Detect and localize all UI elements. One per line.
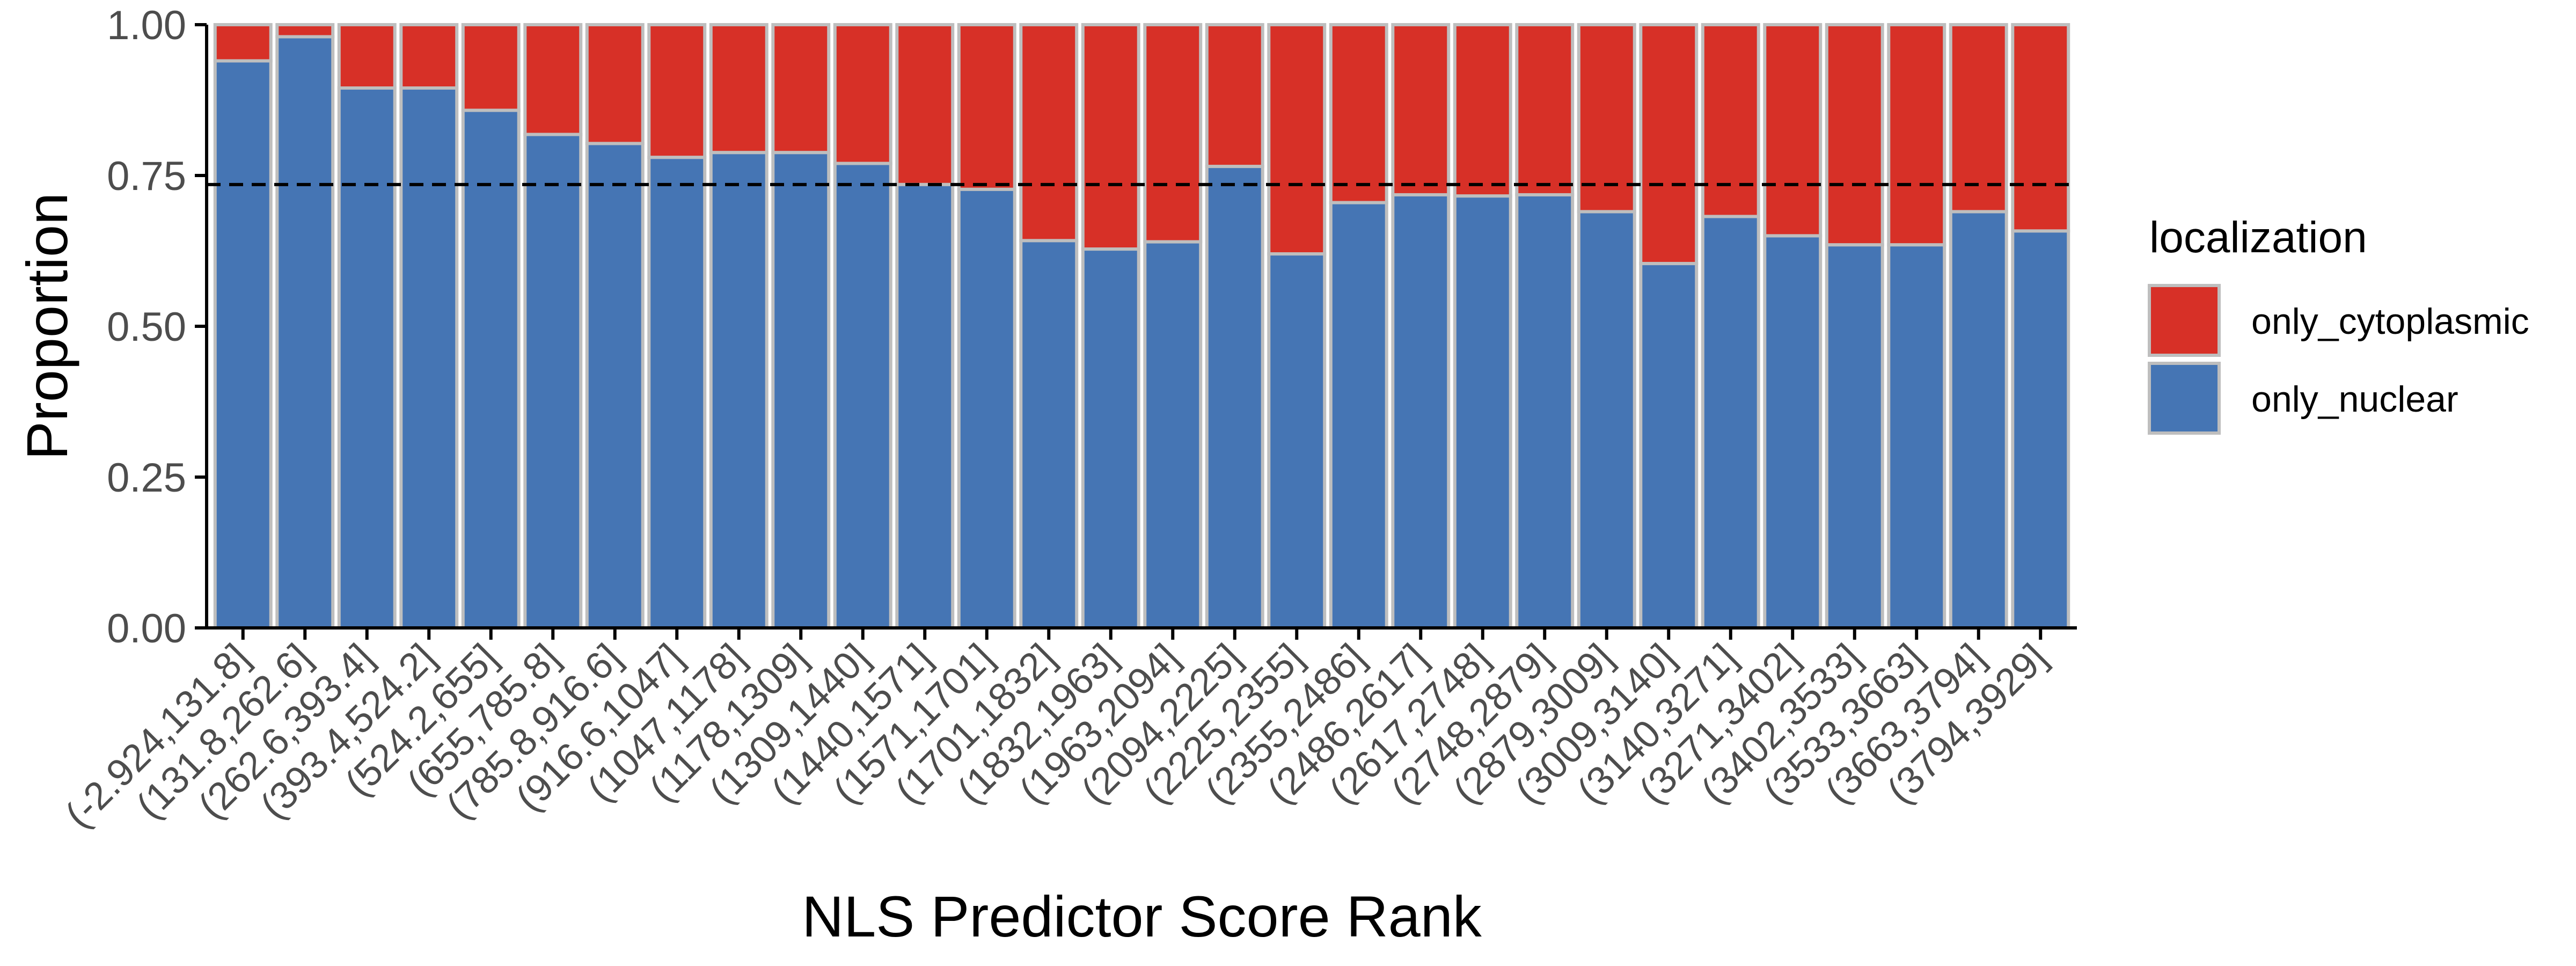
legend-label: only_nuclear <box>2251 379 2458 420</box>
bar-only-nuclear <box>647 156 707 630</box>
bar-only-nuclear <box>1949 210 2008 630</box>
y-tick-label: 0.75 <box>107 153 186 199</box>
bar-only-nuclear <box>1639 262 1699 630</box>
bar-only-nuclear <box>523 133 583 630</box>
bar-only-cytoplasmic <box>213 23 273 63</box>
bar-only-nuclear <box>1453 194 1512 630</box>
bar-only-cytoplasmic <box>833 23 892 165</box>
bar-only-cytoplasmic <box>771 23 831 155</box>
bar-only-nuclear <box>585 142 645 630</box>
bar-only-cytoplasmic <box>461 23 521 112</box>
bar-only-nuclear <box>1019 239 1079 630</box>
bar-only-cytoplasmic <box>957 23 1016 191</box>
bar-only-cytoplasmic <box>1763 23 1823 238</box>
x-axis-title: NLS Predictor Score Rank <box>802 884 1482 949</box>
legend-key-only-nuclear <box>2148 362 2221 435</box>
y-tick-label: 0.00 <box>107 606 186 652</box>
bar-only-nuclear <box>1267 252 1327 630</box>
bar-only-nuclear <box>771 151 831 630</box>
legend-key-only-cytoplasmic <box>2148 284 2221 357</box>
legend-label: only_cytoplasmic <box>2251 301 2529 342</box>
bar-only-cytoplasmic <box>647 23 707 159</box>
bar-only-cytoplasmic <box>1825 23 1884 247</box>
bar-only-nuclear <box>2011 229 2070 630</box>
legend: localization only_cytoplasmic only_nuclea… <box>2148 213 2529 435</box>
bar-only-nuclear <box>461 108 521 630</box>
bar-only-nuclear <box>1143 240 1203 630</box>
bar-only-nuclear <box>1763 234 1823 630</box>
bar-only-cytoplasmic <box>523 23 583 136</box>
bar-only-cytoplasmic <box>1453 23 1512 198</box>
bar-only-nuclear <box>1081 247 1140 630</box>
bar-only-cytoplasmic <box>399 23 459 90</box>
bar-only-cytoplasmic <box>1205 23 1264 169</box>
bar-only-nuclear <box>895 182 955 630</box>
bar-only-cytoplasmic <box>275 23 335 39</box>
y-tick-label: 0.25 <box>107 455 186 501</box>
bar-only-nuclear <box>957 187 1016 630</box>
bar-only-cytoplasmic <box>1701 23 1760 218</box>
legend-title: localization <box>2149 213 2367 262</box>
bars-layer <box>213 23 2070 630</box>
bar-only-nuclear <box>1515 193 1575 630</box>
bar-only-cytoplasmic <box>1081 23 1140 251</box>
bar-only-nuclear <box>709 151 769 630</box>
bar-only-cytoplasmic <box>709 23 769 155</box>
bar-only-nuclear <box>1329 201 1388 630</box>
x-axis-ticks: (-2.924,131.8](131.8,262.6](262.6,393.4]… <box>57 628 2055 836</box>
bar-only-nuclear <box>833 162 892 630</box>
bar-only-cytoplasmic <box>1391 23 1451 196</box>
y-tick-label: 1.00 <box>107 3 186 48</box>
bar-only-nuclear <box>399 86 459 630</box>
bar-only-cytoplasmic <box>1267 23 1327 256</box>
bar-only-cytoplasmic <box>2011 23 2070 233</box>
bar-only-nuclear <box>1887 243 1946 630</box>
y-axis-ticks: 0.00 0.25 0.50 0.75 1.00 <box>107 3 207 652</box>
bar-only-nuclear <box>1825 243 1884 630</box>
legend-items: only_cytoplasmic only_nuclear <box>2148 284 2529 435</box>
bar-only-cytoplasmic <box>1639 23 1699 266</box>
bar-only-cytoplasmic <box>1019 23 1079 243</box>
bar-only-cytoplasmic <box>1577 23 1636 214</box>
bar-only-nuclear <box>275 35 335 630</box>
bar-only-cytoplasmic <box>895 23 955 186</box>
y-axis-title: Proportion <box>14 193 79 460</box>
bar-only-cytoplasmic <box>337 23 397 90</box>
bar-only-cytoplasmic <box>1887 23 1946 247</box>
bar-only-nuclear <box>1391 193 1451 630</box>
bar-only-nuclear <box>1701 215 1760 630</box>
bar-only-cytoplasmic <box>1515 23 1575 196</box>
y-tick-label: 0.50 <box>107 304 186 350</box>
bar-only-cytoplasmic <box>1143 23 1203 244</box>
bar-only-nuclear <box>337 86 397 630</box>
bar-only-cytoplasmic <box>585 23 645 145</box>
bar-only-cytoplasmic <box>1329 23 1388 204</box>
bar-only-nuclear <box>1205 165 1264 630</box>
bar-only-nuclear <box>1577 210 1636 630</box>
bar-only-nuclear <box>213 59 273 630</box>
